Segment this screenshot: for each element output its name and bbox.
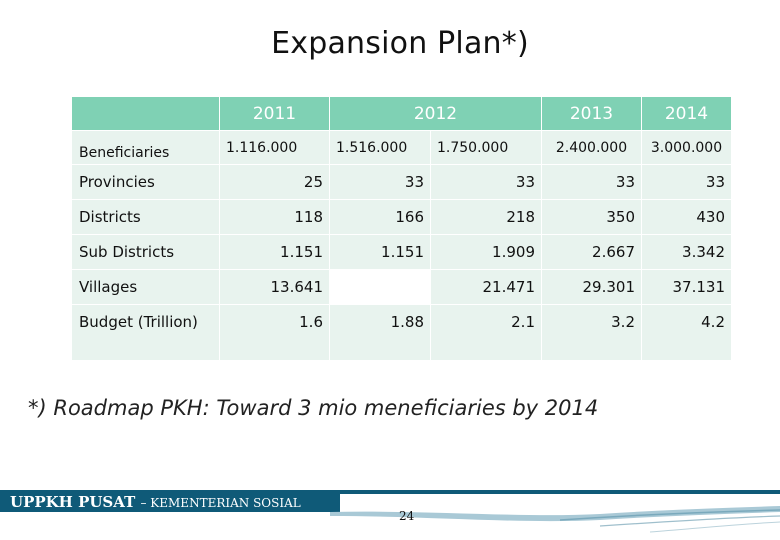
table-cell: 33	[541, 164, 642, 200]
row-label: Budget (Trillion)	[71, 304, 220, 361]
table-row: Districts 118 166 218 350 430	[71, 199, 732, 235]
organization-main: UPPKH PUSAT	[10, 493, 136, 511]
year-header-2013: 2013	[541, 96, 642, 131]
table-cell: 1.516.000	[329, 130, 431, 165]
table-cell: 2.400.000	[541, 130, 642, 165]
table-cell: 29.301	[541, 269, 642, 305]
table-cell-empty	[329, 269, 431, 305]
table-cell: 3.2	[541, 304, 642, 361]
table-cell: 37.131	[641, 269, 732, 305]
table-header-row: 2011 2012 2013 2014	[71, 96, 732, 131]
table-cell: 118	[219, 199, 330, 235]
table-cell: 3.342	[641, 234, 732, 270]
table-cell: 1.750.000	[430, 130, 542, 165]
expansion-plan-table: 2011 2012 2013 2014 Beneficiaries 1.116.…	[71, 96, 732, 361]
table-cell: 3.000.000	[641, 130, 732, 165]
table-cell: 2.667	[541, 234, 642, 270]
page-number: 24	[399, 509, 415, 523]
table-cell: 430	[641, 199, 732, 235]
organization-sub: – KEMENTERIAN SOSIAL	[140, 496, 301, 510]
table-cell: 33	[329, 164, 431, 200]
table-cell: 1.151	[219, 234, 330, 270]
slide-footer: UPPKH PUSAT – KEMENTERIAN SOSIAL 24	[0, 490, 780, 540]
table-cell: 1.151	[329, 234, 431, 270]
footer-wave-decoration	[330, 490, 780, 533]
table-cell: 1.909	[430, 234, 542, 270]
table-cell: 21.471	[430, 269, 542, 305]
row-label: Provincies	[71, 164, 220, 200]
table-row: Villages 13.641 21.471 29.301 37.131	[71, 269, 732, 305]
table-cell: 1.6	[219, 304, 330, 361]
table-cell: 218	[430, 199, 542, 235]
table-row: Budget (Trillion) 1.6 1.88 2.1 3.2 4.2	[71, 304, 732, 361]
table-row-beneficiaries: Beneficiaries 1.116.000 1.516.000 1.750.…	[71, 130, 732, 165]
row-label: Beneficiaries	[71, 130, 220, 165]
table-cell: 1.88	[329, 304, 431, 361]
table-cell: 25	[219, 164, 330, 200]
table-cell: 33	[430, 164, 542, 200]
table-cell: 4.2	[641, 304, 732, 361]
table-row: Sub Districts 1.151 1.151 1.909 2.667 3.…	[71, 234, 732, 270]
table-cell: 1.116.000	[219, 130, 330, 165]
row-label: Sub Districts	[71, 234, 220, 270]
table-cell: 166	[329, 199, 431, 235]
header-corner	[71, 96, 220, 131]
year-header-2011: 2011	[219, 96, 330, 131]
table-cell: 350	[541, 199, 642, 235]
organization-name: UPPKH PUSAT – KEMENTERIAN SOSIAL	[10, 493, 301, 511]
footer-bar	[0, 490, 340, 512]
year-header-2012: 2012	[329, 96, 542, 131]
row-label: Villages	[71, 269, 220, 305]
table-cell: 13.641	[219, 269, 330, 305]
table-row: Provincies 25 33 33 33 33	[71, 164, 732, 200]
year-header-2014: 2014	[641, 96, 732, 131]
row-label: Districts	[71, 199, 220, 235]
page-title: Expansion Plan*)	[271, 26, 529, 61]
table-cell: 33	[641, 164, 732, 200]
footnote: *) Roadmap PKH: Toward 3 mio meneficiari…	[28, 396, 599, 420]
table-cell: 2.1	[430, 304, 542, 361]
